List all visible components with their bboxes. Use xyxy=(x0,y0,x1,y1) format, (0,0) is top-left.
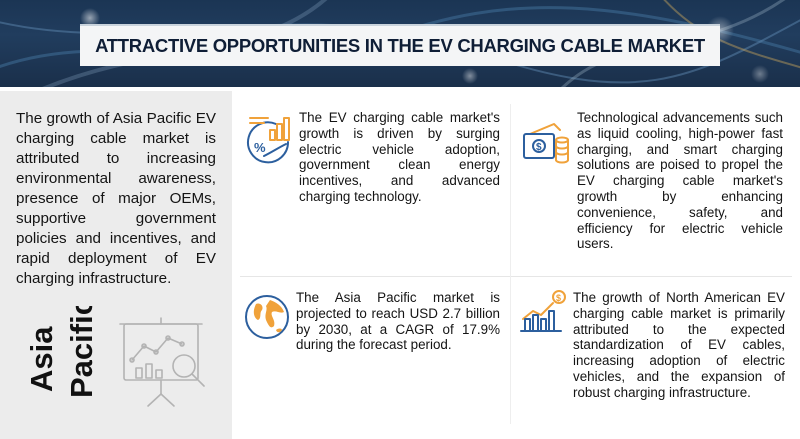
left-panel xyxy=(0,91,232,439)
svg-text:%: % xyxy=(254,140,266,155)
globe-icon xyxy=(245,295,289,339)
grid-divider-vertical xyxy=(510,104,511,424)
dollar-bar-chart-icon: $ xyxy=(520,290,566,332)
svg-text:$: $ xyxy=(536,142,542,153)
title-strip: ATTRACTIVE OPPORTUNITIES IN THE EV CHARG… xyxy=(80,24,720,66)
insight-text-4: The growth of North American EV charging… xyxy=(573,290,785,400)
grid-divider-horizontal xyxy=(240,276,792,277)
percent-growth-chart-icon: % xyxy=(247,117,290,164)
region-label: Asia Pacific xyxy=(24,298,102,398)
insight-text-1: The EV charging cable market's growth is… xyxy=(299,110,500,204)
title-banner: ATTRACTIVE OPPORTUNITIES IN THE EV CHARG… xyxy=(0,0,800,87)
region-summary: The growth of Asia Pacific EV charging c… xyxy=(16,110,216,287)
analytics-board-icon xyxy=(119,317,205,407)
svg-text:$: $ xyxy=(556,293,561,303)
page-title: ATTRACTIVE OPPORTUNITIES IN THE EV CHARG… xyxy=(95,35,705,56)
money-coins-icon: $ xyxy=(523,123,569,164)
region-label-line1: Asia xyxy=(24,326,59,392)
insight-text-2: Technological advancements such as liqui… xyxy=(577,110,783,252)
region-label-line2: Pacific xyxy=(64,306,99,396)
insight-text-3: The Asia Pacific market is projected to … xyxy=(296,290,500,353)
